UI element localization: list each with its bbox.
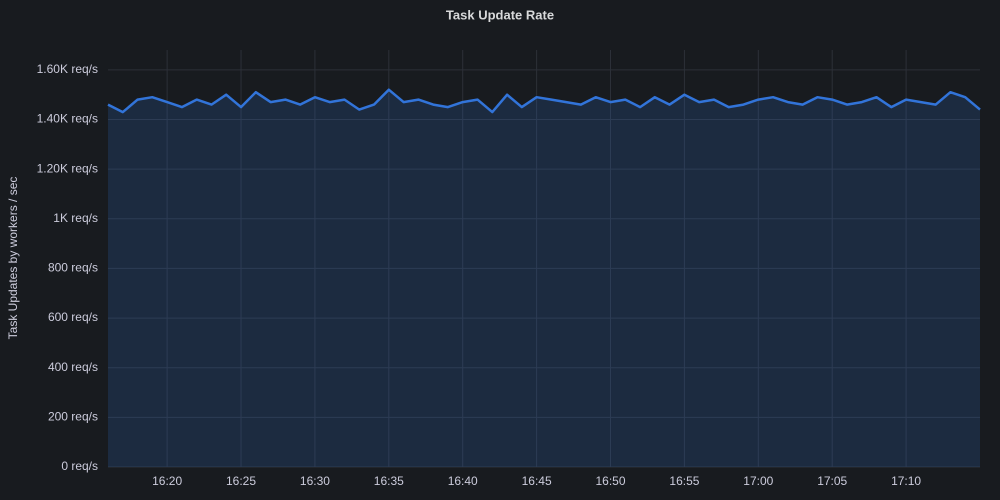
y-tick-label: 1.60K req/s xyxy=(37,62,98,76)
x-tick-label: 16:20 xyxy=(152,474,182,488)
x-tick-label: 16:50 xyxy=(595,474,625,488)
x-tick-label: 16:45 xyxy=(522,474,552,488)
x-tick-label: 17:05 xyxy=(817,474,847,488)
y-axis-label: Task Updates by workers / sec xyxy=(6,177,20,340)
x-tick-label: 17:00 xyxy=(743,474,773,488)
y-tick-label: 1.40K req/s xyxy=(37,112,98,126)
y-tick-label: 200 req/s xyxy=(48,410,98,424)
y-tick-label: 1.20K req/s xyxy=(37,161,98,175)
panel-title: Task Update Rate xyxy=(446,7,554,22)
series-area xyxy=(108,89,980,467)
y-tick-label: 800 req/s xyxy=(48,261,98,275)
x-tick-label: 16:55 xyxy=(669,474,699,488)
x-tick-label: 17:10 xyxy=(891,474,921,488)
x-tick-label: 16:35 xyxy=(374,474,404,488)
x-tick-label: 16:30 xyxy=(300,474,330,488)
y-tick-label: 600 req/s xyxy=(48,310,98,324)
x-tick-label: 16:25 xyxy=(226,474,256,488)
x-tick-label: 16:40 xyxy=(448,474,478,488)
series-line xyxy=(107,88,981,114)
y-tick-label: 1K req/s xyxy=(53,211,98,225)
y-tick-label: 400 req/s xyxy=(48,360,98,374)
y-tick-label: 0 req/s xyxy=(61,459,98,473)
